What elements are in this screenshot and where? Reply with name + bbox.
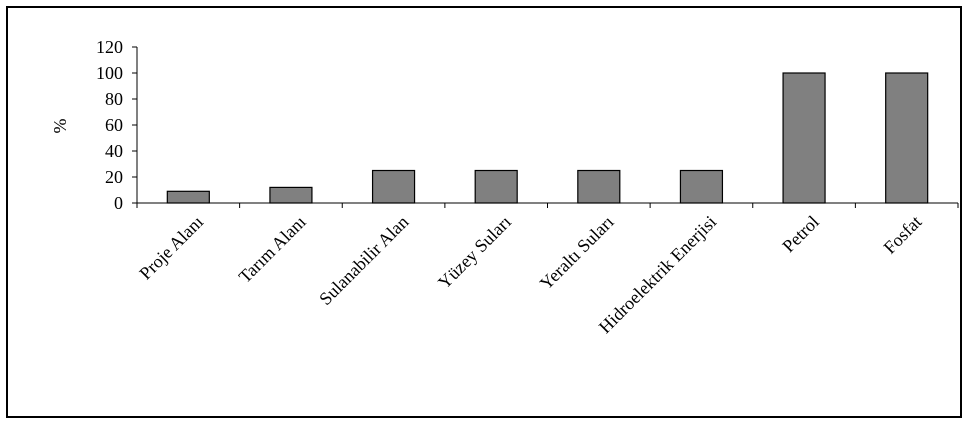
y-tick-label: 60 (105, 115, 123, 135)
category-label: Petrol (778, 212, 823, 257)
bar (679, 169, 724, 204)
y-axis-title: % (50, 119, 70, 134)
y-axis: 0 20 40 60 80 100 120 (96, 37, 138, 213)
bar (577, 169, 621, 204)
y-tick-label: 40 (105, 141, 123, 161)
y-tick-label: 0 (114, 193, 123, 213)
y-tick-label: 80 (105, 89, 123, 109)
category-label: Yeraltı Suları (536, 212, 618, 294)
y-tick-label: 20 (105, 167, 123, 187)
category-label: Yüzey Suları (434, 212, 515, 293)
category-label: Fosfat (880, 212, 926, 258)
bar (269, 186, 313, 204)
bar (166, 190, 210, 204)
bars (166, 72, 929, 204)
bar (885, 72, 929, 204)
category-label: Proje Alanı (135, 212, 207, 284)
y-tick-label: 120 (96, 37, 123, 57)
category-labels: Proje Alanı Tarım Alanı Sulanabilir Alan Yü… (135, 212, 925, 337)
category-label: Sulanabilir Alan (315, 212, 412, 309)
category-label: Tarım Alanı (235, 212, 310, 287)
bar (782, 72, 826, 204)
bar (474, 169, 518, 204)
category-label: Hidroelektrik Enerjisi (595, 212, 720, 337)
bar (371, 169, 416, 204)
y-tick-label: 100 (96, 63, 123, 83)
x-axis (136, 202, 959, 208)
